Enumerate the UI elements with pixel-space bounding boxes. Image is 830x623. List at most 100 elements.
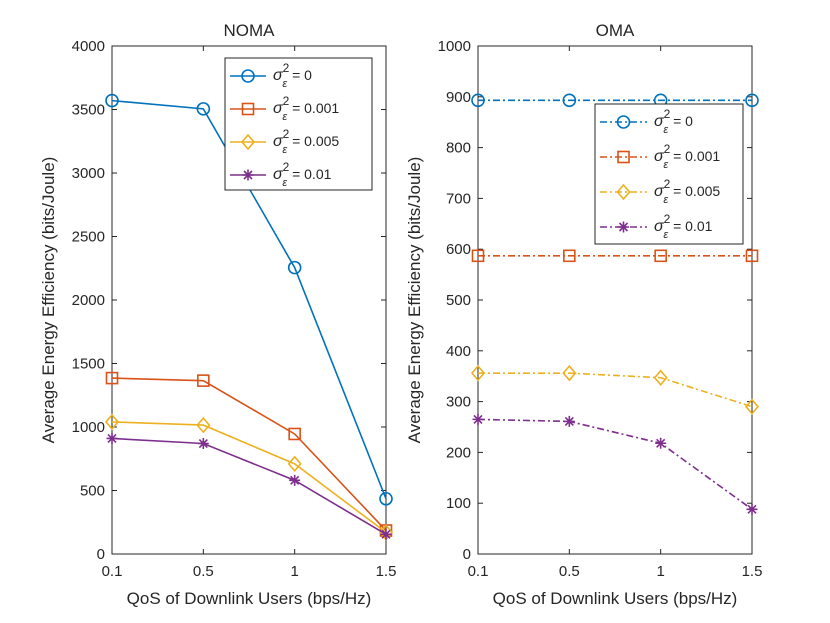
data-point-circle [745, 93, 759, 108]
data-point-circle [196, 102, 211, 116]
legend-label: σ2 ε = 0 [273, 61, 312, 90]
y-tick-label: 3500 [72, 102, 105, 119]
y-tick-label: 600 [446, 241, 471, 258]
data-point-diamond [562, 364, 577, 382]
data-point-square [105, 371, 119, 385]
legend-item: σ2 ε = 0.01 [600, 212, 713, 241]
data-point-asterisk [472, 413, 484, 425]
y-tick-label: 1000 [438, 38, 471, 55]
series-line [478, 372, 753, 408]
data-point-circle [562, 93, 577, 108]
chart-title: OMA [596, 21, 635, 40]
legend-marker [617, 150, 630, 164]
data-point-circle [105, 93, 119, 108]
data-point-square [288, 427, 301, 441]
data-point-asterisk [563, 415, 575, 427]
y-tick-label: 1500 [72, 356, 105, 373]
legend-label: σ2 ε = 0.005 [273, 127, 339, 156]
legend-marker [241, 102, 255, 116]
data-point-diamond [104, 413, 120, 431]
x-tick-label: 0.5 [559, 563, 580, 580]
legend-marker [616, 115, 631, 129]
data-point-asterisk [746, 503, 758, 515]
legend-item: σ2 ε = 0.001 [600, 142, 720, 171]
y-tick-label: 700 [446, 190, 471, 207]
x-tick-label: 0.1 [468, 563, 489, 580]
series-0 [471, 93, 759, 108]
y-tick-label: 2000 [72, 292, 105, 309]
x-tick-label: 1 [656, 563, 664, 580]
data-point-circle [471, 93, 485, 108]
y-tick-label: 500 [80, 483, 105, 500]
legend-marker [616, 183, 631, 201]
legend-box [224, 57, 373, 191]
chart-panel-oma: 0 100 200 300 400 500 600 700 800 900 1000 0.1 0.5 1 1… [405, 21, 762, 608]
data-point-square [563, 249, 576, 263]
legend-label: σ2 ε = 0.01 [654, 212, 713, 241]
y-axis-label: Average Energy Efficiency (bits/Joule) [39, 157, 58, 444]
legend: σ2 ε = 0 σ2 ε = 0.001 σ2 ε = 0.005 σ2 ε = 0.01 [594, 103, 744, 245]
legend-item: σ2 ε = 0.005 [230, 127, 339, 156]
data-point-circle [379, 491, 393, 506]
y-tick-label: 300 [446, 394, 471, 411]
legend-item: σ2 ε = 0.01 [230, 160, 332, 189]
data-point-square [471, 249, 485, 263]
series-line [111, 377, 387, 532]
data-point-asterisk [197, 438, 209, 450]
legend-marker [618, 221, 629, 233]
series-1 [471, 249, 759, 263]
y-tick-label: 900 [446, 89, 471, 106]
x-tick-label: 0.1 [102, 563, 123, 580]
x-tick-label: 1.5 [376, 563, 397, 580]
legend-label: σ2 ε = 0 [654, 107, 693, 136]
chart-panel-noma: 0 500 1000 1500 2000 2500 3000 3500 4000 0.1 0.5 1 1… [39, 21, 396, 608]
y-tick-label: 800 [446, 140, 471, 157]
legend-label: σ2 ε = 0.01 [273, 160, 332, 189]
series-line [111, 437, 387, 536]
legend-label: σ2 ε = 0.001 [273, 94, 339, 123]
data-point-square [745, 249, 759, 263]
data-point-asterisk [655, 437, 667, 449]
data-point-asterisk [380, 528, 392, 540]
legend-item: σ2 ε = 0 [230, 61, 312, 90]
y-tick-label: 400 [446, 343, 471, 360]
y-axis-label: Average Energy Efficiency (bits/Joule) [405, 157, 424, 444]
legend-item: σ2 ε = 0.005 [600, 177, 720, 206]
series-3 [106, 432, 392, 540]
legend-label: σ2 ε = 0.001 [654, 142, 720, 171]
data-point-square [654, 249, 667, 263]
data-point-circle [287, 260, 302, 275]
series-3 [472, 413, 758, 515]
data-point-diamond [653, 369, 668, 386]
y-tick-label: 200 [446, 444, 471, 461]
y-tick-label: 0 [97, 546, 105, 563]
y-tick-label: 0 [463, 546, 471, 563]
y-tick-label: 2500 [72, 229, 105, 246]
y-tick-label: 4000 [72, 38, 105, 55]
data-point-diamond [287, 455, 302, 473]
x-tick-label: 1 [290, 563, 298, 580]
series-1 [105, 371, 393, 537]
data-point-square [197, 374, 210, 387]
chart-title: NOMA [224, 21, 276, 40]
x-tick-label: 0.5 [193, 563, 214, 580]
legend-marker [240, 133, 256, 151]
x-axis-label: QoS of Downlink Users (bps/Hz) [127, 589, 372, 608]
legend: σ2 ε = 0 σ2 ε = 0.001 σ2 ε = 0.005 σ2 ε = 0.01 [224, 57, 373, 191]
legend-item: σ2 ε = 0.001 [230, 94, 339, 123]
data-point-diamond [470, 364, 486, 382]
legend-item: σ2 ε = 0 [600, 107, 693, 136]
y-tick-label: 500 [446, 292, 471, 309]
y-tick-label: 1000 [72, 419, 105, 436]
x-axis-label: QoS of Downlink Users (bps/Hz) [493, 589, 738, 608]
data-point-diamond [196, 416, 211, 434]
legend-marker [242, 169, 254, 181]
data-point-asterisk [289, 474, 301, 486]
y-tick-label: 100 [446, 495, 471, 512]
series-line [477, 418, 753, 510]
series-line [111, 421, 387, 534]
data-point-diamond [744, 398, 760, 415]
legend-label: σ2 ε = 0.005 [654, 177, 720, 206]
data-point-asterisk [106, 432, 118, 444]
